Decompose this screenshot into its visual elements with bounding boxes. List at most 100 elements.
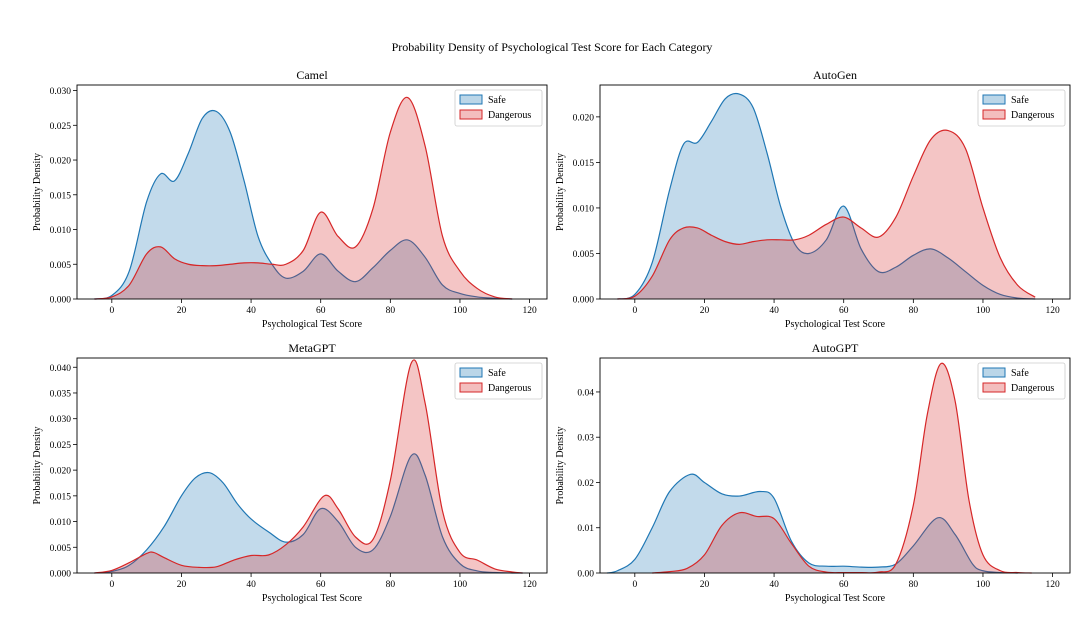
autogpt-legend-label-safe: Safe xyxy=(1011,368,1029,379)
metagpt-xtick-label: 40 xyxy=(246,580,256,590)
metagpt-ytick-label: 0.040 xyxy=(50,364,72,374)
autogen-legend-box xyxy=(977,89,1066,127)
camel-ytick-label: 0.005 xyxy=(50,261,72,271)
camel-xtick-label: 120 xyxy=(522,306,537,316)
panel-autogen: 0 20 40 60 80 100 120 0.000 0.005 0.010 0.015 0.020… xyxy=(555,68,1071,330)
autogpt-legend-swatch-safe xyxy=(982,367,1006,378)
metagpt-ylabel: Probability Density xyxy=(32,426,43,504)
autogpt-dangerous-area xyxy=(652,363,1032,573)
autogen-xlabel: Psychological Test Score xyxy=(785,319,886,330)
autogen-dangerous-area xyxy=(617,130,1036,299)
autogpt-ytick-label: 0.02 xyxy=(577,479,594,489)
autogen-ytick-label: 0.015 xyxy=(573,159,595,169)
camel-legend-swatch-dangerous xyxy=(459,109,483,120)
camel-xtick-label: 20 xyxy=(177,306,187,316)
autogen-xtick-label: 40 xyxy=(769,306,779,316)
camel-safe-line xyxy=(94,109,513,300)
camel-xtick-label: 80 xyxy=(386,306,396,316)
metagpt-dangerous-line xyxy=(94,359,523,574)
autogen-xtick-label: 80 xyxy=(909,306,919,316)
autogen-legend-swatch-dangerous xyxy=(982,109,1006,120)
metagpt-xtick-label: 60 xyxy=(316,580,326,590)
autogpt-xtick-label: 80 xyxy=(909,580,919,590)
autogpt-legend-box xyxy=(977,362,1066,400)
autogen-xtick-label: 0 xyxy=(632,306,637,316)
metagpt-xtick-label: 100 xyxy=(453,580,468,590)
autogen-safe-line xyxy=(617,92,1036,300)
autogpt-ytick-label: 0.01 xyxy=(577,524,594,534)
camel-legend-swatch-safe xyxy=(459,94,483,105)
metagpt-ytick-label: 0.005 xyxy=(50,544,72,554)
metagpt-legend-swatch-safe xyxy=(459,367,483,378)
camel-xtick-label: 100 xyxy=(453,306,468,316)
metagpt-safe-area xyxy=(94,453,523,574)
autogen-dangerous-line xyxy=(617,129,1036,300)
metagpt-legend: Safe Dangerous xyxy=(454,362,543,400)
camel-legend-label-dangerous: Dangerous xyxy=(488,110,531,121)
camel-title: Camel xyxy=(296,68,328,82)
autogen-xtick-label: 20 xyxy=(700,306,710,316)
camel-legend-label-safe: Safe xyxy=(488,95,506,106)
metagpt-ytick-label: 0.010 xyxy=(50,518,72,528)
metagpt-legend-box xyxy=(454,362,543,400)
autogpt-xtick-label: 120 xyxy=(1045,580,1060,590)
metagpt-safe-line xyxy=(94,453,523,574)
metagpt-ytick-label: 0.030 xyxy=(50,415,72,425)
camel-ytick-label: 0.000 xyxy=(50,296,72,306)
metagpt-ytick-label: 0.035 xyxy=(50,389,72,399)
camel-xtick-label: 0 xyxy=(109,306,114,316)
autogpt-xtick-label: 20 xyxy=(700,580,710,590)
autogpt-legend-label-dangerous: Dangerous xyxy=(1011,383,1054,394)
panel-autogpt: 0 20 40 60 80 100 120 0.00 0.01 0.02 0.03 0.04 AutoG… xyxy=(555,341,1071,604)
metagpt-legend-label-dangerous: Dangerous xyxy=(488,383,531,394)
camel-ytick-label: 0.010 xyxy=(50,226,72,236)
autogen-xtick-label: 100 xyxy=(976,306,991,316)
autogpt-legend-swatch-dangerous xyxy=(982,382,1006,393)
camel-xtick-label: 60 xyxy=(316,306,326,316)
metagpt-dangerous-area xyxy=(94,359,523,573)
autogen-axes-frame xyxy=(599,84,1071,300)
autogpt-ytick-label: 0.04 xyxy=(577,388,594,398)
autogen-legend: Safe Dangerous xyxy=(977,89,1066,127)
autogpt-xtick-label: 100 xyxy=(976,580,991,590)
metagpt-xtick-label: 120 xyxy=(522,580,537,590)
camel-dangerous-area xyxy=(94,97,513,299)
autogpt-ylabel: Probability Density xyxy=(555,426,566,504)
autogpt-legend: Safe Dangerous xyxy=(977,362,1066,400)
autogpt-safe-line xyxy=(606,473,1018,574)
autogen-legend-label-safe: Safe xyxy=(1011,95,1029,106)
metagpt-xtick-label: 20 xyxy=(177,580,187,590)
autogpt-axes-frame xyxy=(599,357,1071,574)
camel-ytick-label: 0.030 xyxy=(50,87,72,97)
metagpt-ytick-label: 0.020 xyxy=(50,467,72,477)
camel-ylabel: Probability Density xyxy=(32,153,43,231)
camel-legend: Safe Dangerous xyxy=(454,89,543,127)
metagpt-legend-label-safe: Safe xyxy=(488,368,506,379)
panel-metagpt: 0 20 40 60 80 100 120 0.000 0.005 0.010 0.015 0.020… xyxy=(32,341,548,604)
autogpt-xtick-label: 0 xyxy=(632,580,637,590)
metagpt-ytick-label: 0.015 xyxy=(50,492,72,502)
autogen-ytick-label: 0.005 xyxy=(573,250,595,260)
metagpt-ytick-label: 0.000 xyxy=(50,570,72,580)
autogpt-title: AutoGPT xyxy=(812,341,859,355)
camel-xtick-label: 40 xyxy=(246,306,256,316)
autogen-safe-area xyxy=(617,93,1036,299)
autogen-ytick-label: 0.010 xyxy=(573,204,595,214)
panel-camel: 0 20 40 60 80 100 120 0.000 0.005 0.010 0.015 0.020… xyxy=(32,68,548,330)
camel-ytick-label: 0.015 xyxy=(50,191,72,201)
autogen-ytick-label: 0.020 xyxy=(573,113,595,123)
camel-axes-frame xyxy=(76,84,548,300)
autogen-xtick-label: 60 xyxy=(839,306,849,316)
metagpt-axes-frame xyxy=(76,357,548,574)
autogpt-ytick-label: 0.03 xyxy=(577,434,594,444)
figure-title: Probability Density of Psychological Tes… xyxy=(392,40,713,54)
camel-ytick-label: 0.025 xyxy=(50,122,72,132)
camel-legend-box xyxy=(454,89,543,127)
autogen-title: AutoGen xyxy=(813,68,857,82)
camel-xlabel: Psychological Test Score xyxy=(262,319,363,330)
metagpt-xtick-label: 80 xyxy=(386,580,396,590)
autogen-legend-swatch-safe xyxy=(982,94,1006,105)
metagpt-title: MetaGPT xyxy=(288,341,336,355)
metagpt-ytick-label: 0.025 xyxy=(50,441,72,451)
